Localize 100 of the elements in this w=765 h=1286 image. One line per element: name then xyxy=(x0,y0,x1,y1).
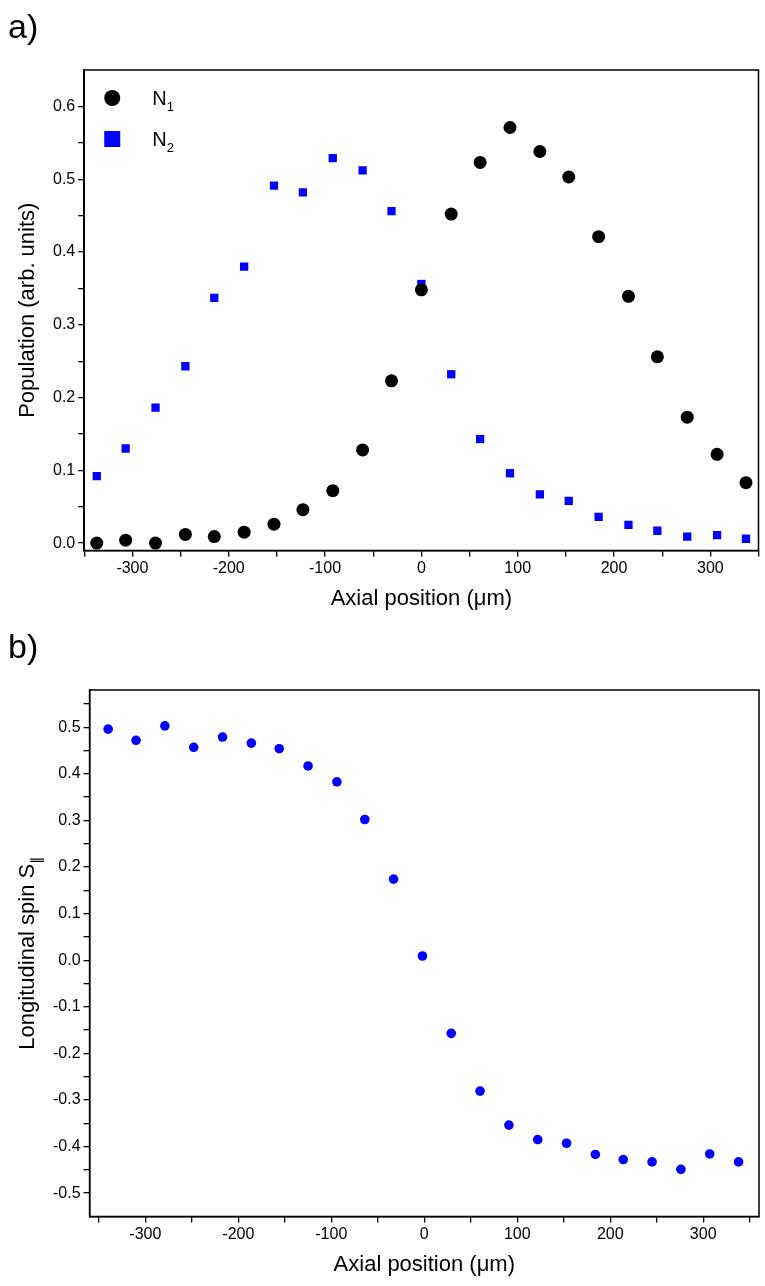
point xyxy=(594,512,603,522)
point xyxy=(535,490,544,499)
point xyxy=(103,724,113,734)
point xyxy=(90,536,104,550)
y-tick-label: -0.1 xyxy=(52,997,81,1015)
point xyxy=(733,1157,744,1167)
y-tick-label: 0.1 xyxy=(52,460,76,478)
point xyxy=(683,532,692,541)
point xyxy=(676,1164,686,1175)
point xyxy=(119,533,133,547)
point xyxy=(388,874,399,884)
point xyxy=(151,403,160,412)
point xyxy=(210,293,219,302)
point xyxy=(298,188,308,197)
point xyxy=(503,121,517,134)
y-axis-title: Longitudinal spin S∥ xyxy=(14,856,44,1050)
point xyxy=(564,496,573,506)
point xyxy=(303,761,313,771)
point xyxy=(359,814,370,825)
point xyxy=(710,447,724,461)
y-tick-label: -0.3 xyxy=(52,1090,81,1108)
x-tick-label: -300 xyxy=(116,559,149,577)
point xyxy=(618,1154,629,1165)
point xyxy=(562,170,576,184)
point xyxy=(414,283,428,297)
point xyxy=(326,484,340,498)
point xyxy=(561,1138,572,1149)
point xyxy=(473,155,487,169)
point xyxy=(181,362,190,371)
y-tick-label: -0.4 xyxy=(52,1136,81,1154)
point xyxy=(712,530,722,540)
point xyxy=(178,527,192,541)
point xyxy=(246,738,257,748)
point xyxy=(387,207,396,216)
x-tick-label: 200 xyxy=(600,559,628,577)
point xyxy=(653,526,662,535)
y-tick-label: 0.1 xyxy=(58,904,81,922)
y-tick-label: 0.2 xyxy=(58,857,81,875)
x-tick-label: -300 xyxy=(129,1225,162,1243)
point xyxy=(447,370,456,379)
x-tick-label: 300 xyxy=(696,559,724,577)
point xyxy=(532,1134,543,1145)
point xyxy=(741,534,751,543)
point xyxy=(385,374,399,388)
x-tick-label: 0 xyxy=(416,559,426,577)
point xyxy=(417,951,428,961)
point xyxy=(680,410,694,424)
point xyxy=(274,743,285,754)
point xyxy=(475,434,485,444)
point xyxy=(739,476,753,490)
point xyxy=(237,525,251,539)
point xyxy=(160,721,170,731)
point xyxy=(444,207,458,221)
point xyxy=(328,153,337,163)
point xyxy=(590,1149,601,1160)
point xyxy=(505,469,515,478)
y-tick-label: -0.5 xyxy=(52,1183,81,1201)
chart-title: a) xyxy=(8,7,39,45)
point xyxy=(149,536,163,550)
y-axis-title: Population (arb. units) xyxy=(14,202,39,418)
point xyxy=(356,443,370,457)
x-tick-label: 100 xyxy=(504,559,532,577)
y-tick-label: 0.0 xyxy=(58,950,81,968)
x-tick-label: 0 xyxy=(419,1225,429,1243)
chart-title: b) xyxy=(8,627,39,665)
point xyxy=(704,1149,715,1159)
y-tick-label: 0.0 xyxy=(52,533,76,551)
y-tick-label: 0.5 xyxy=(52,169,76,187)
point xyxy=(650,350,664,364)
point xyxy=(188,742,199,753)
x-tick-label: -100 xyxy=(309,559,342,577)
point xyxy=(358,166,367,175)
point xyxy=(207,530,221,544)
y-tick-label: 0.4 xyxy=(52,242,76,260)
point xyxy=(121,444,130,453)
point xyxy=(621,289,635,303)
x-tick-label: -200 xyxy=(222,1225,255,1243)
x-axis-title: Axial position (μm) xyxy=(330,584,513,610)
y-tick-label: 0.5 xyxy=(58,717,81,735)
y-tick-label: -0.2 xyxy=(52,1043,81,1061)
y-tick-label: 0.4 xyxy=(58,764,81,782)
x-tick-label: 300 xyxy=(689,1225,717,1243)
y-tick-label: 0.6 xyxy=(52,96,76,114)
point xyxy=(240,262,249,271)
point xyxy=(217,732,228,742)
x-tick-label: -100 xyxy=(315,1225,348,1243)
point xyxy=(533,145,547,159)
point xyxy=(446,1028,457,1039)
y-tick-label: 0.2 xyxy=(52,387,76,405)
x-axis-title: Axial position (μm) xyxy=(333,1250,515,1276)
y-tick-label: 0.3 xyxy=(58,810,81,828)
point xyxy=(624,520,633,530)
point xyxy=(131,735,141,746)
point xyxy=(332,776,342,787)
point xyxy=(592,230,606,244)
y-tick-label: 0.3 xyxy=(52,315,76,333)
point xyxy=(647,1157,657,1167)
x-tick-label: -200 xyxy=(212,559,245,577)
x-tick-label: 200 xyxy=(596,1225,624,1243)
point xyxy=(296,503,310,517)
